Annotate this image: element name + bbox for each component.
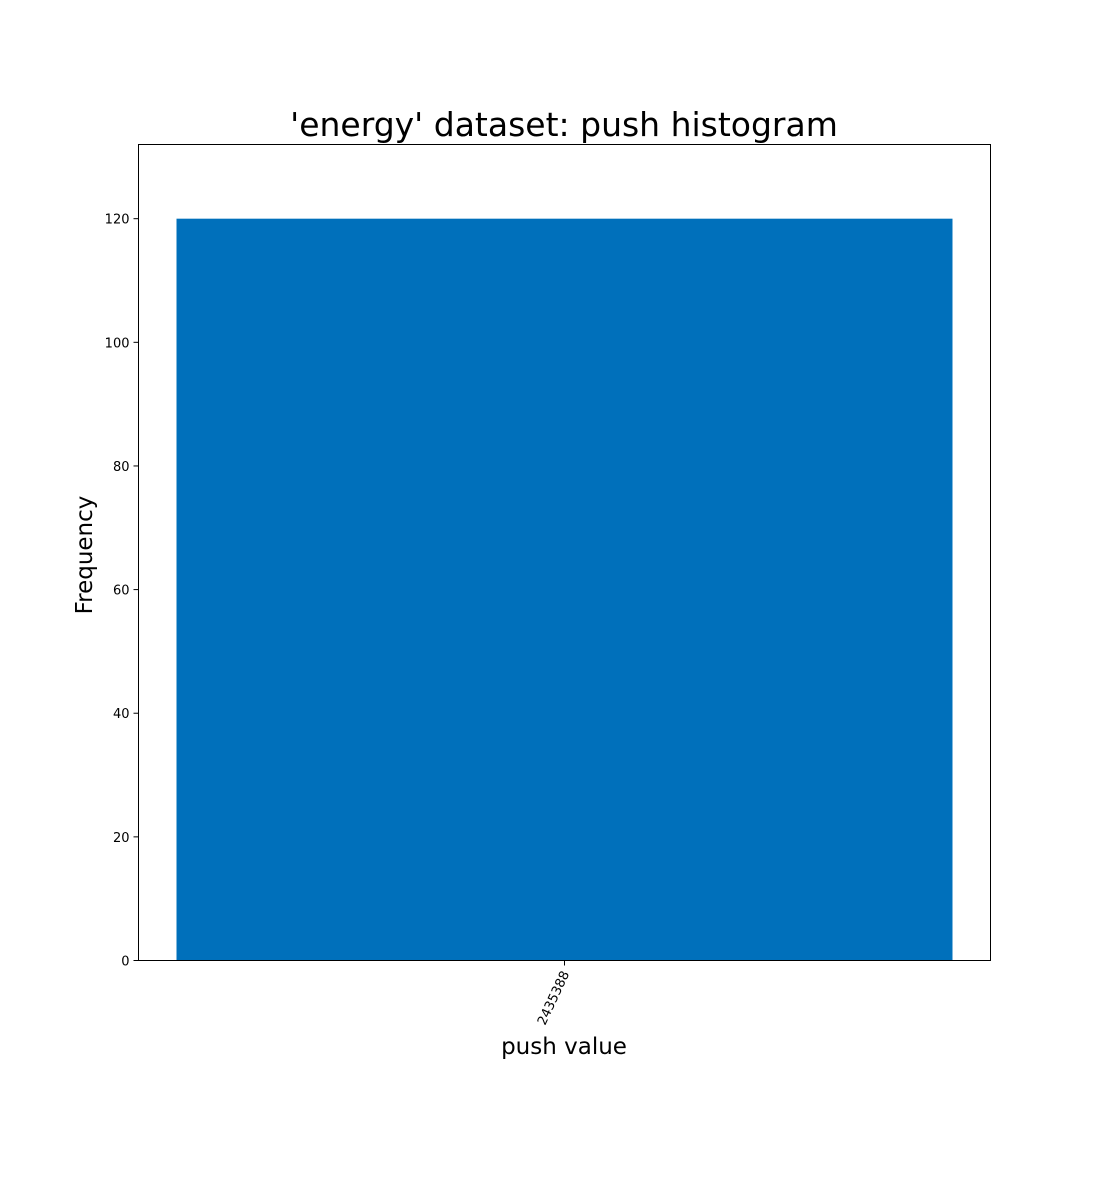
- chart-title: 'energy' dataset: push histogram: [290, 105, 838, 144]
- y-tick-label: 100: [105, 336, 130, 351]
- y-tick-label: 0: [121, 955, 129, 970]
- histogram-bar: [176, 218, 953, 961]
- y-tick-label: 40: [113, 707, 130, 722]
- y-tick-label: 20: [113, 831, 130, 846]
- x-axis: 2435388: [535, 960, 573, 1028]
- y-axis-label: Frequency: [72, 496, 98, 615]
- y-tick-label: 60: [113, 584, 130, 599]
- x-tick-label: 2435388: [535, 969, 573, 1028]
- x-axis-label: push value: [501, 1034, 627, 1060]
- y-tick-label: 120: [105, 213, 130, 228]
- y-axis: 0 20 40 60 80 100 120: [105, 213, 139, 970]
- y-tick-label: 80: [113, 460, 130, 475]
- bars-layer: [176, 218, 953, 961]
